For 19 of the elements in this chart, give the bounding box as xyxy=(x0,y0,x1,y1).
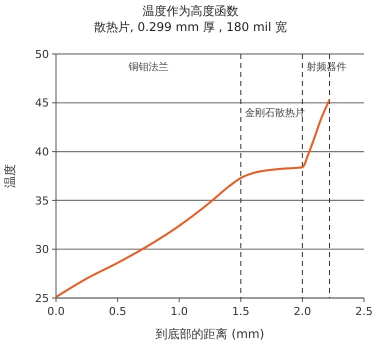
x-tick-label: 1.5 xyxy=(232,305,250,318)
y-tick-label: 45 xyxy=(35,96,49,110)
y-axis-title: 温度 xyxy=(3,164,17,188)
y-tick-label: 50 xyxy=(35,48,49,61)
ref-line-label: 金刚石散热片 xyxy=(244,107,305,119)
y-tick-label: 35 xyxy=(35,194,49,208)
chart-subtitle: 散热片, 0.299 mm 厚 , 180 mil 宽 xyxy=(94,20,288,34)
line-series xyxy=(55,98,331,298)
x-tick-label: 2.0 xyxy=(294,305,312,318)
y-tick-label: 30 xyxy=(35,243,49,256)
y-tick-label: 25 xyxy=(35,292,49,305)
x-tick-label: 0.5 xyxy=(108,305,126,318)
chart-title: 温度作为高度函数 xyxy=(142,4,238,18)
x-axis-title: 到底部的距离 (mm) xyxy=(156,327,264,341)
x-tick-label: 2.5 xyxy=(355,305,373,318)
x-tick-label: 1.0 xyxy=(170,305,188,318)
y-tick-label: 40 xyxy=(35,145,49,158)
annotation: 铜钼法兰 xyxy=(127,61,168,73)
x-tick-label: 0.0 xyxy=(47,305,65,318)
